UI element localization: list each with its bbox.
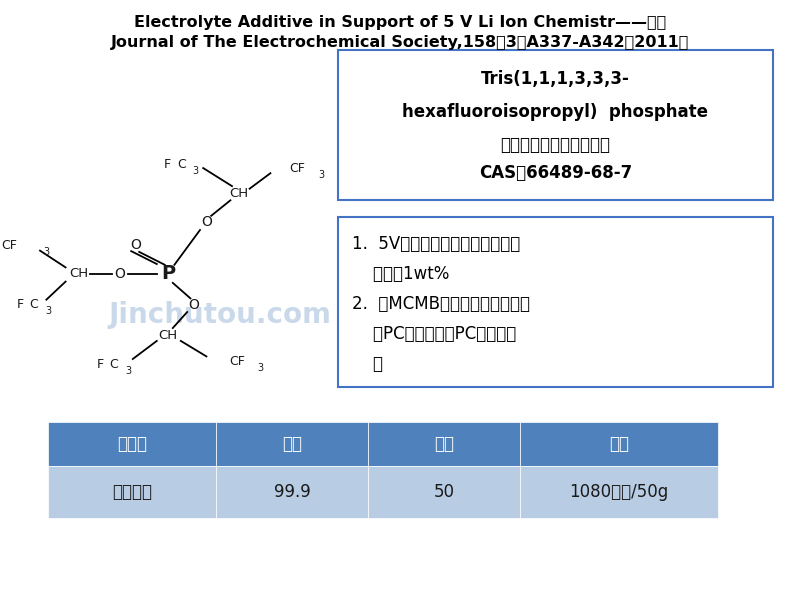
Text: Tris(1,1,1,3,3,3-: Tris(1,1,1,3,3,3- xyxy=(481,70,630,88)
Text: 解: 解 xyxy=(352,355,383,373)
Text: 2.  与MCMB具有良好的相容性，: 2. 与MCMB具有良好的相容性， xyxy=(352,295,530,313)
Text: 苏州氟特: 苏州氟特 xyxy=(112,483,152,501)
Text: 供应商: 供应商 xyxy=(117,435,147,453)
FancyBboxPatch shape xyxy=(338,217,773,387)
FancyBboxPatch shape xyxy=(520,466,718,518)
Text: Jinchutou.com: Jinchutou.com xyxy=(109,301,331,329)
Text: 加量为1wt%: 加量为1wt% xyxy=(352,265,450,283)
FancyBboxPatch shape xyxy=(368,422,520,466)
FancyBboxPatch shape xyxy=(48,422,216,466)
Text: Electrolyte Additive in Support of 5 V Li Ion Chemistr——徐康: Electrolyte Additive in Support of 5 V L… xyxy=(134,15,666,30)
Text: 1.  5V级高电压电解液添加剂，添: 1. 5V级高电压电解液添加剂，添 xyxy=(352,235,520,253)
FancyBboxPatch shape xyxy=(338,50,773,200)
FancyBboxPatch shape xyxy=(48,422,718,518)
Text: 纯度: 纯度 xyxy=(282,435,302,453)
Text: 三（六氟异丙基）磷酸酯: 三（六氟异丙基）磷酸酯 xyxy=(501,136,610,154)
Text: Journal of The Electrochemical Society,158（3）A337-A342（2011）: Journal of The Electrochemical Society,1… xyxy=(111,35,689,50)
Text: 与PC共用可防止PC的嵌嵌分: 与PC共用可防止PC的嵌嵌分 xyxy=(352,325,516,343)
Text: 50: 50 xyxy=(434,483,454,501)
Text: 1080美元/50g: 1080美元/50g xyxy=(570,483,669,501)
FancyBboxPatch shape xyxy=(520,422,718,466)
Text: CAS：66489-68-7: CAS：66489-68-7 xyxy=(479,164,632,182)
Text: hexafluoroisopropyl)  phosphate: hexafluoroisopropyl) phosphate xyxy=(402,103,709,121)
FancyBboxPatch shape xyxy=(368,466,520,518)
Text: 水分: 水分 xyxy=(434,435,454,453)
Text: 价格: 价格 xyxy=(609,435,629,453)
Text: 99.9: 99.9 xyxy=(274,483,310,501)
FancyBboxPatch shape xyxy=(216,422,368,466)
FancyBboxPatch shape xyxy=(216,466,368,518)
FancyBboxPatch shape xyxy=(48,466,216,518)
